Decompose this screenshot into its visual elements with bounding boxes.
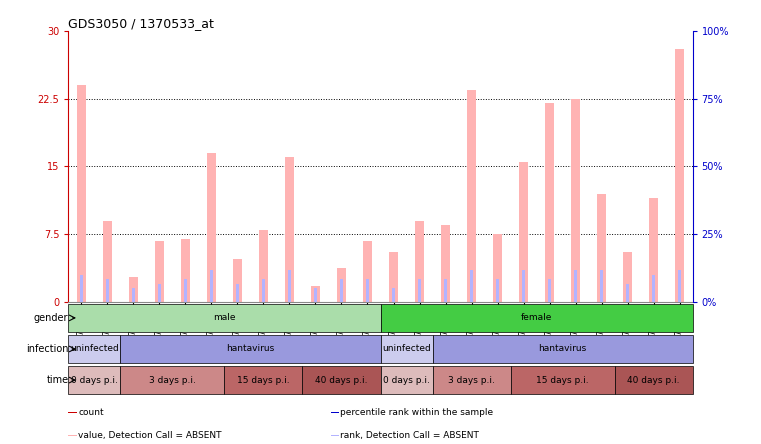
Text: 3 days p.i.: 3 days p.i.	[448, 376, 495, 385]
Bar	[311, 285, 320, 302]
Bar	[597, 194, 606, 302]
Bar	[614, 366, 693, 394]
Bar	[380, 335, 432, 363]
Bar	[209, 270, 213, 302]
Bar	[545, 103, 554, 302]
Bar	[415, 221, 424, 302]
Bar	[626, 284, 629, 302]
Bar	[519, 162, 528, 302]
Bar	[363, 241, 372, 302]
Text: GDS3050 / 1370533_at: GDS3050 / 1370533_at	[68, 17, 215, 30]
Text: 0 days p.i.: 0 days p.i.	[71, 376, 118, 385]
Bar	[80, 275, 84, 302]
Bar	[181, 239, 190, 302]
Bar	[158, 284, 161, 302]
Bar	[389, 252, 398, 302]
Bar	[418, 279, 422, 302]
Text: time: time	[46, 375, 68, 385]
Bar	[623, 252, 632, 302]
Bar	[365, 279, 369, 302]
Bar	[571, 99, 580, 302]
Text: percentile rank within the sample: percentile rank within the sample	[340, 408, 493, 416]
Bar	[132, 289, 135, 302]
Bar	[183, 279, 187, 302]
Bar	[288, 270, 291, 302]
Text: infection: infection	[26, 344, 68, 354]
Bar	[259, 230, 268, 302]
Bar	[651, 275, 655, 302]
Bar	[600, 270, 603, 302]
Text: gender: gender	[34, 313, 68, 323]
Bar	[236, 284, 240, 302]
Text: uninfected: uninfected	[382, 345, 431, 353]
Bar	[224, 366, 303, 394]
Text: value, Detection Call = ABSENT: value, Detection Call = ABSENT	[78, 431, 221, 440]
Bar	[432, 366, 511, 394]
Bar	[68, 304, 381, 332]
Text: male: male	[213, 313, 236, 322]
Bar	[432, 335, 693, 363]
Bar	[495, 279, 499, 302]
Bar	[285, 158, 294, 302]
Bar	[677, 270, 681, 302]
Bar	[330, 435, 339, 436]
Text: 15 days p.i.: 15 days p.i.	[537, 376, 589, 385]
Bar	[380, 366, 432, 394]
Bar	[120, 366, 224, 394]
Text: uninfected: uninfected	[70, 345, 119, 353]
Bar	[233, 258, 242, 302]
Bar	[574, 270, 578, 302]
Bar	[207, 153, 216, 302]
Bar	[392, 289, 396, 302]
Bar	[339, 279, 343, 302]
Text: 0 days p.i.: 0 days p.i.	[383, 376, 430, 385]
Bar	[262, 279, 266, 302]
Bar	[493, 234, 502, 302]
Text: 15 days p.i.: 15 days p.i.	[237, 376, 290, 385]
Bar	[129, 277, 138, 302]
Bar	[649, 198, 658, 302]
Bar	[103, 221, 112, 302]
Text: rank, Detection Call = ABSENT: rank, Detection Call = ABSENT	[340, 431, 479, 440]
Text: 40 days p.i.: 40 days p.i.	[627, 376, 680, 385]
Bar	[68, 335, 120, 363]
Bar	[68, 366, 120, 394]
Bar	[337, 268, 346, 302]
Text: female: female	[521, 313, 552, 322]
Text: 3 days p.i.: 3 days p.i.	[149, 376, 196, 385]
Bar	[467, 90, 476, 302]
Bar	[675, 49, 684, 302]
Bar	[77, 85, 86, 302]
Bar	[120, 335, 380, 363]
Bar	[470, 270, 473, 302]
Bar	[521, 270, 525, 302]
Bar	[303, 366, 380, 394]
Bar	[155, 241, 164, 302]
Text: hantavirus: hantavirus	[226, 345, 275, 353]
Bar	[548, 279, 552, 302]
Bar	[380, 304, 693, 332]
Bar	[444, 279, 447, 302]
Bar	[68, 435, 77, 436]
Bar	[314, 289, 317, 302]
Bar	[441, 225, 450, 302]
Text: 40 days p.i.: 40 days p.i.	[315, 376, 368, 385]
Text: hantavirus: hantavirus	[538, 345, 587, 353]
Bar	[106, 279, 110, 302]
Text: count: count	[78, 408, 103, 416]
Bar	[511, 366, 614, 394]
